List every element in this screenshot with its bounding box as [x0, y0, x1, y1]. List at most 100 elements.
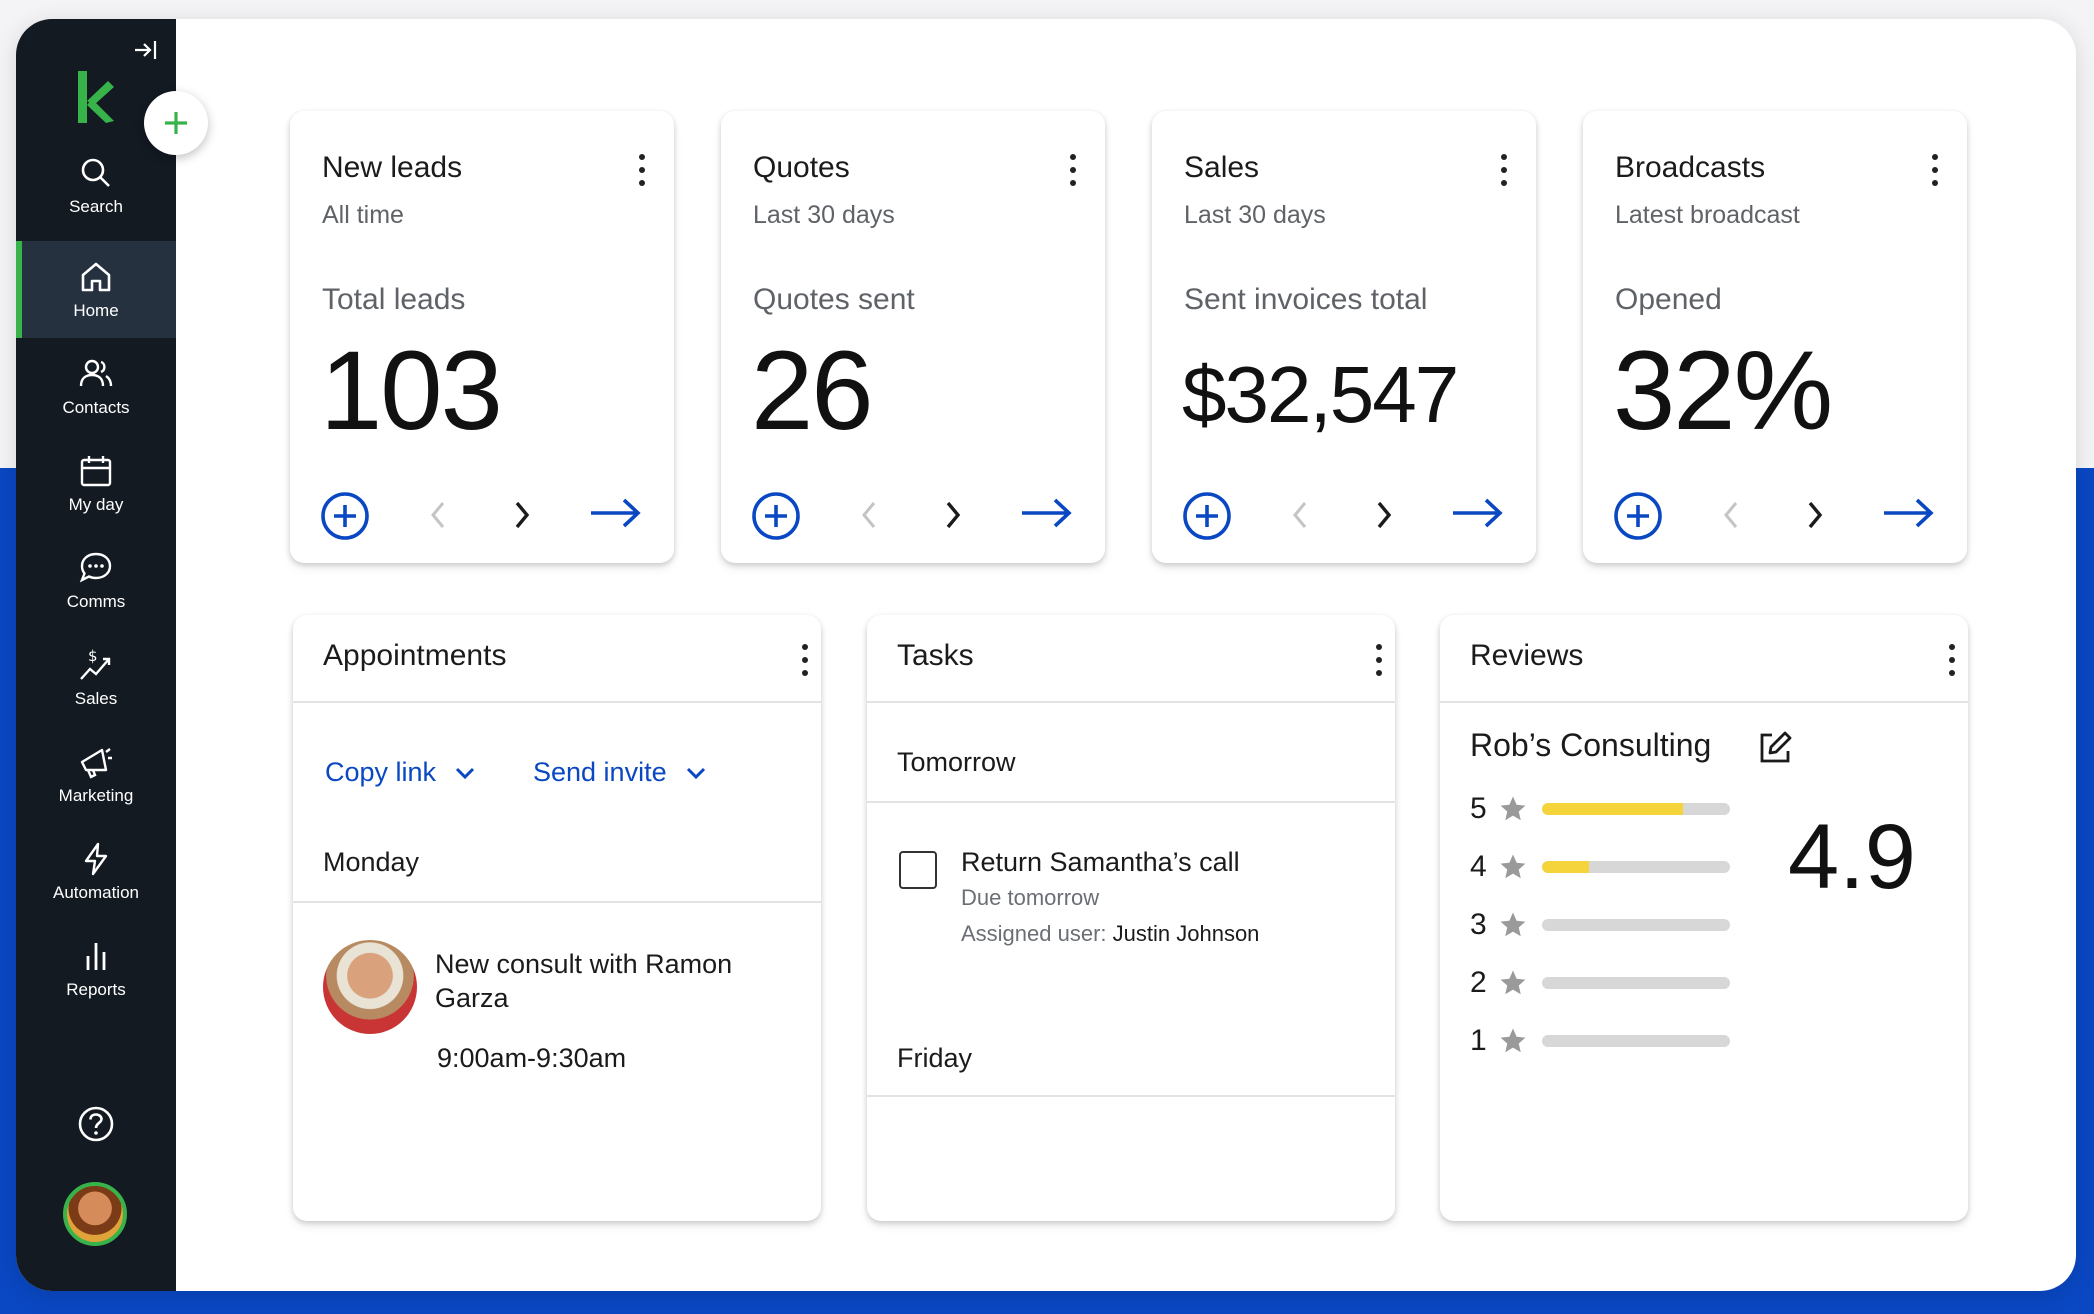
card-title: Reviews [1470, 639, 1584, 672]
add-circle-icon[interactable] [751, 491, 801, 541]
rating-row-1: 1 [1470, 1021, 1730, 1061]
star-icon [1500, 912, 1526, 937]
rating-bar-fill [1542, 861, 1589, 873]
more-options-icon[interactable] [799, 641, 811, 677]
sidebar-item-automation[interactable]: Automation [16, 823, 176, 920]
task-due: Due tomorrow [961, 885, 1100, 910]
rating-bar [1542, 803, 1730, 815]
copy-link-button[interactable]: Copy link [325, 757, 476, 788]
rating-stars-label: 4 [1470, 850, 1487, 883]
kpi-card-new-leads: New leads All time Total leads 103 [290, 111, 674, 563]
sidebar-item-label: Reports [66, 979, 126, 999]
app-window: Search Home Contacts My day Comms $ Sale… [16, 19, 2076, 1291]
assigned-label: Assigned user: [961, 921, 1107, 946]
chevron-left-icon[interactable] [859, 499, 879, 531]
chevron-right-icon[interactable] [943, 499, 963, 531]
arrow-right-icon[interactable] [1019, 493, 1073, 533]
kpi-card-sales: Sales Last 30 days Sent invoices total $… [1152, 111, 1536, 563]
chevron-left-icon[interactable] [1721, 499, 1741, 531]
more-options-icon[interactable] [1498, 151, 1510, 187]
appointment-time: 9:00am-9:30am [437, 1043, 627, 1073]
plus-icon [165, 112, 187, 134]
rating-bar-fill [1542, 803, 1683, 815]
bar-chart-icon [86, 942, 106, 970]
chevron-left-icon[interactable] [1290, 499, 1310, 531]
card-title: Tasks [897, 639, 974, 672]
edit-icon[interactable] [1756, 729, 1794, 767]
more-options-icon[interactable] [1929, 151, 1941, 187]
sidebar-item-label: Contacts [62, 397, 130, 417]
day-heading: Tomorrow [897, 747, 1016, 777]
tasks-card: Tasks Tomorrow Return Samantha’s call Du… [867, 615, 1395, 1221]
more-options-icon[interactable] [1373, 641, 1385, 677]
star-icon [1500, 854, 1526, 879]
rating-bar [1542, 919, 1730, 931]
calendar-icon [80, 455, 112, 486]
add-circle-icon[interactable] [320, 491, 370, 541]
keap-logo[interactable] [74, 67, 118, 127]
rating-stars-label: 1 [1470, 1024, 1487, 1057]
task-title[interactable]: Return Samantha’s call [961, 847, 1240, 877]
chevron-left-icon[interactable] [428, 499, 448, 531]
rating-row-4: 4 [1470, 847, 1730, 887]
sidebar-item-label: Marketing [58, 785, 134, 805]
search-icon [81, 158, 110, 187]
rating-bar [1542, 861, 1730, 873]
rating-stars-label: 3 [1470, 908, 1487, 941]
chevron-right-icon[interactable] [1805, 499, 1825, 531]
task-checkbox[interactable] [899, 851, 937, 889]
more-options-icon[interactable] [1067, 151, 1079, 187]
add-circle-icon[interactable] [1613, 491, 1663, 541]
rating-row-2: 2 [1470, 963, 1730, 1003]
metric-value: $32,547 [1182, 350, 1459, 439]
sidebar-item-search[interactable]: Search [16, 137, 176, 234]
sidebar-item-sales[interactable]: $ Sales [16, 629, 176, 726]
metric-label: Sent invoices total [1184, 283, 1428, 316]
more-options-icon[interactable] [636, 151, 648, 187]
divider [867, 1095, 1395, 1097]
megaphone-icon [80, 747, 112, 779]
metric-label: Opened [1615, 283, 1722, 316]
sidebar-item-home[interactable]: Home [16, 241, 176, 338]
arrow-right-icon[interactable] [588, 493, 642, 533]
collapse-sidebar-icon[interactable] [126, 37, 166, 67]
sidebar-item-marketing[interactable]: Marketing [16, 726, 176, 823]
divider [293, 901, 821, 903]
sidebar-item-reports[interactable]: Reports [16, 920, 176, 1017]
sidebar-item-label: Automation [53, 882, 139, 902]
chevron-right-icon[interactable] [1374, 499, 1394, 531]
average-rating: 4.9 [1788, 806, 1916, 908]
more-options-icon[interactable] [1946, 641, 1958, 677]
home-icon [81, 262, 111, 291]
rating-row-3: 3 [1470, 905, 1730, 945]
rating-stars-label: 5 [1470, 792, 1487, 825]
card-subtitle: Last 30 days [1184, 201, 1326, 229]
kpi-card-quotes: Quotes Last 30 days Quotes sent 26 [721, 111, 1105, 563]
card-title: Appointments [323, 639, 507, 672]
sidebar-item-label: My day [68, 494, 124, 514]
sidebar-item-label: Home [73, 300, 119, 320]
star-icon [1500, 1028, 1526, 1053]
rating-bar [1542, 1035, 1730, 1047]
user-avatar[interactable] [63, 1182, 127, 1246]
sidebar-item-contacts[interactable]: Contacts [16, 338, 176, 435]
add-circle-icon[interactable] [1182, 491, 1232, 541]
copy-link-label: Copy link [325, 757, 437, 787]
sidebar: Search Home Contacts My day Comms $ Sale… [16, 19, 176, 1291]
send-invite-button[interactable]: Send invite [533, 757, 707, 788]
arrow-right-icon[interactable] [1450, 493, 1504, 533]
rating-row-5: 5 [1470, 789, 1730, 829]
metric-value: 26 [751, 328, 874, 453]
chevron-right-icon[interactable] [512, 499, 532, 531]
appointment-title[interactable]: New consult with Ramon Garza [435, 949, 733, 1013]
chevron-down-icon [686, 767, 705, 779]
business-name: Rob’s Consulting [1470, 727, 1712, 763]
card-title: Broadcasts [1615, 151, 1766, 184]
contact-avatar [323, 940, 417, 1034]
help-icon[interactable] [76, 1104, 116, 1144]
metric-value: 103 [320, 328, 503, 453]
arrow-right-icon[interactable] [1881, 493, 1935, 533]
sidebar-item-comms[interactable]: Comms [16, 532, 176, 629]
sidebar-item-my-day[interactable]: My day [16, 435, 176, 532]
quick-add-button[interactable] [144, 91, 208, 155]
